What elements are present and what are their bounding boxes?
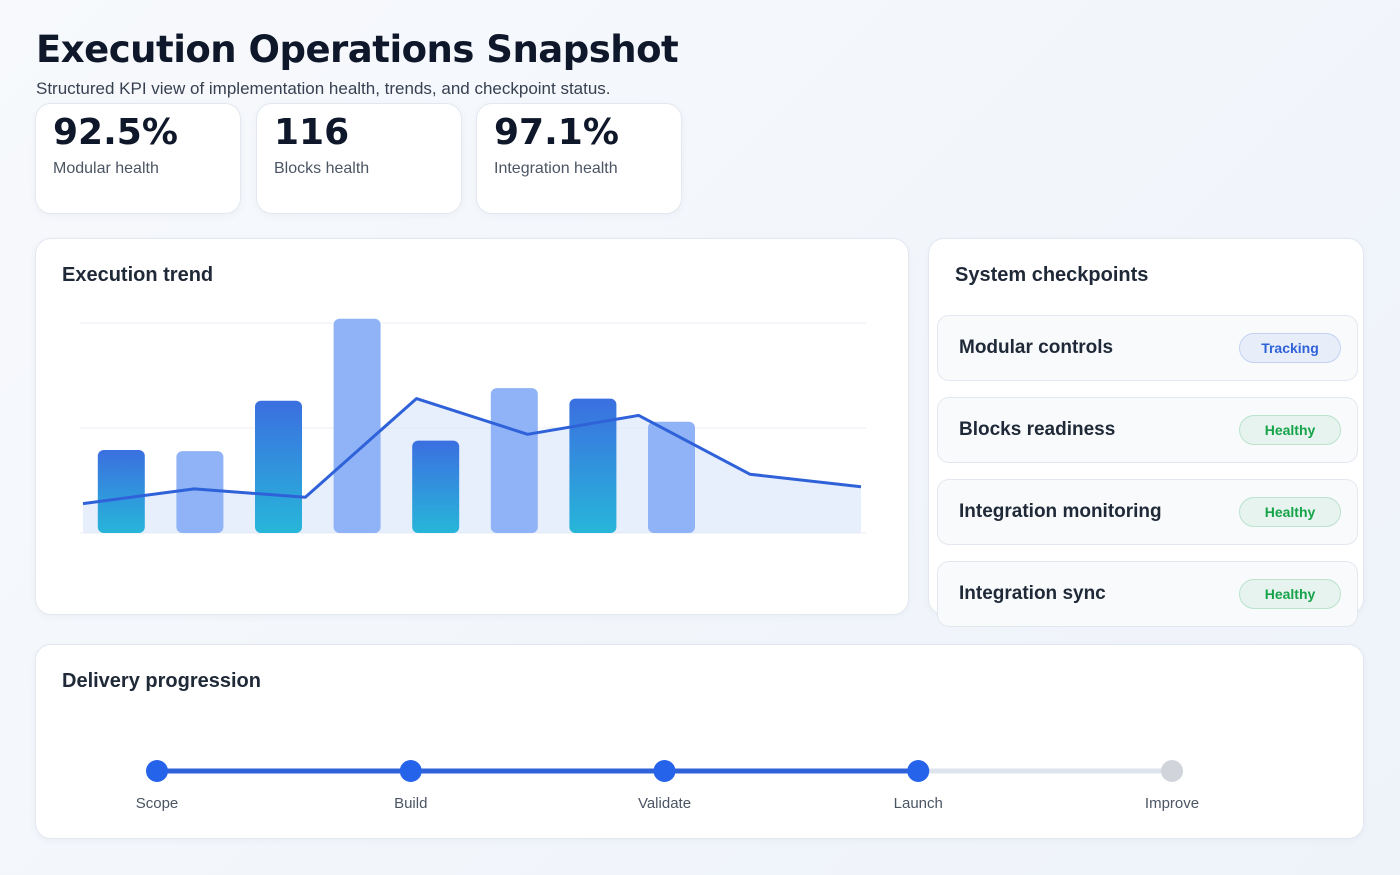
kpi-value: 97.1% (494, 112, 619, 153)
status-badge: Healthy (1239, 415, 1341, 445)
checkpoints-card: System checkpoints Modular controls Track… (928, 238, 1364, 627)
step-label: Improve (1145, 795, 1199, 812)
kpi-label: Integration health (494, 160, 618, 177)
step-label: Validate (638, 795, 691, 812)
kpi-label: Modular health (53, 160, 159, 177)
step-dot (146, 760, 168, 782)
card-title: Delivery progression (62, 670, 261, 692)
kpi-label: Blocks health (274, 160, 370, 177)
kpi-card: 116 Blocks health (256, 103, 462, 214)
status-badge: Tracking (1239, 333, 1341, 363)
page-subtitle: Structured KPI view of implementation he… (36, 79, 611, 98)
step-label: Launch (894, 795, 943, 812)
step-label: Build (394, 795, 427, 812)
kpi-card: 92.5% Modular health (35, 103, 241, 214)
status-badge: Healthy (1239, 579, 1341, 609)
bar (490, 388, 538, 533)
trend-chart (80, 318, 866, 534)
bar (255, 400, 302, 533)
bar (176, 451, 224, 533)
trend-line (82, 397, 862, 506)
bar (97, 450, 145, 533)
checkpoint-row: Modular controls Tracking (937, 315, 1358, 381)
card-title: System checkpoints (955, 264, 1149, 286)
checkpoint-row: Integration monitoring Healthy (937, 479, 1358, 545)
step-label: Scope (136, 795, 179, 812)
kpi-value: 116 (274, 112, 350, 153)
step-dot (653, 760, 676, 782)
checkpoint-name: Modular controls (959, 337, 1114, 358)
kpi-value: 92.5% (53, 112, 178, 153)
checkpoint-name: Integration monitoring (959, 501, 1162, 522)
kpi-card: 97.1% Integration health (476, 103, 682, 214)
bar (648, 421, 695, 533)
step-dot (399, 760, 422, 782)
bar (333, 318, 381, 533)
bar (412, 440, 460, 533)
page-title: Execution Operations Snapshot (36, 28, 679, 71)
step-dot (907, 760, 930, 782)
bar (569, 398, 617, 533)
checkpoint-name: Blocks readiness (959, 419, 1116, 440)
checkpoint-row: Blocks readiness Healthy (937, 397, 1358, 463)
checkpoint-name: Integration sync (959, 583, 1106, 604)
card-title: Execution trend (62, 264, 214, 286)
progression: Scope Build Validate Launch Improve (136, 760, 1199, 812)
step-dot (1161, 760, 1183, 782)
checkpoint-row: Integration sync Healthy (937, 561, 1358, 627)
delivery-card: Delivery progression (35, 644, 1364, 839)
status-badge: Healthy (1239, 497, 1341, 527)
